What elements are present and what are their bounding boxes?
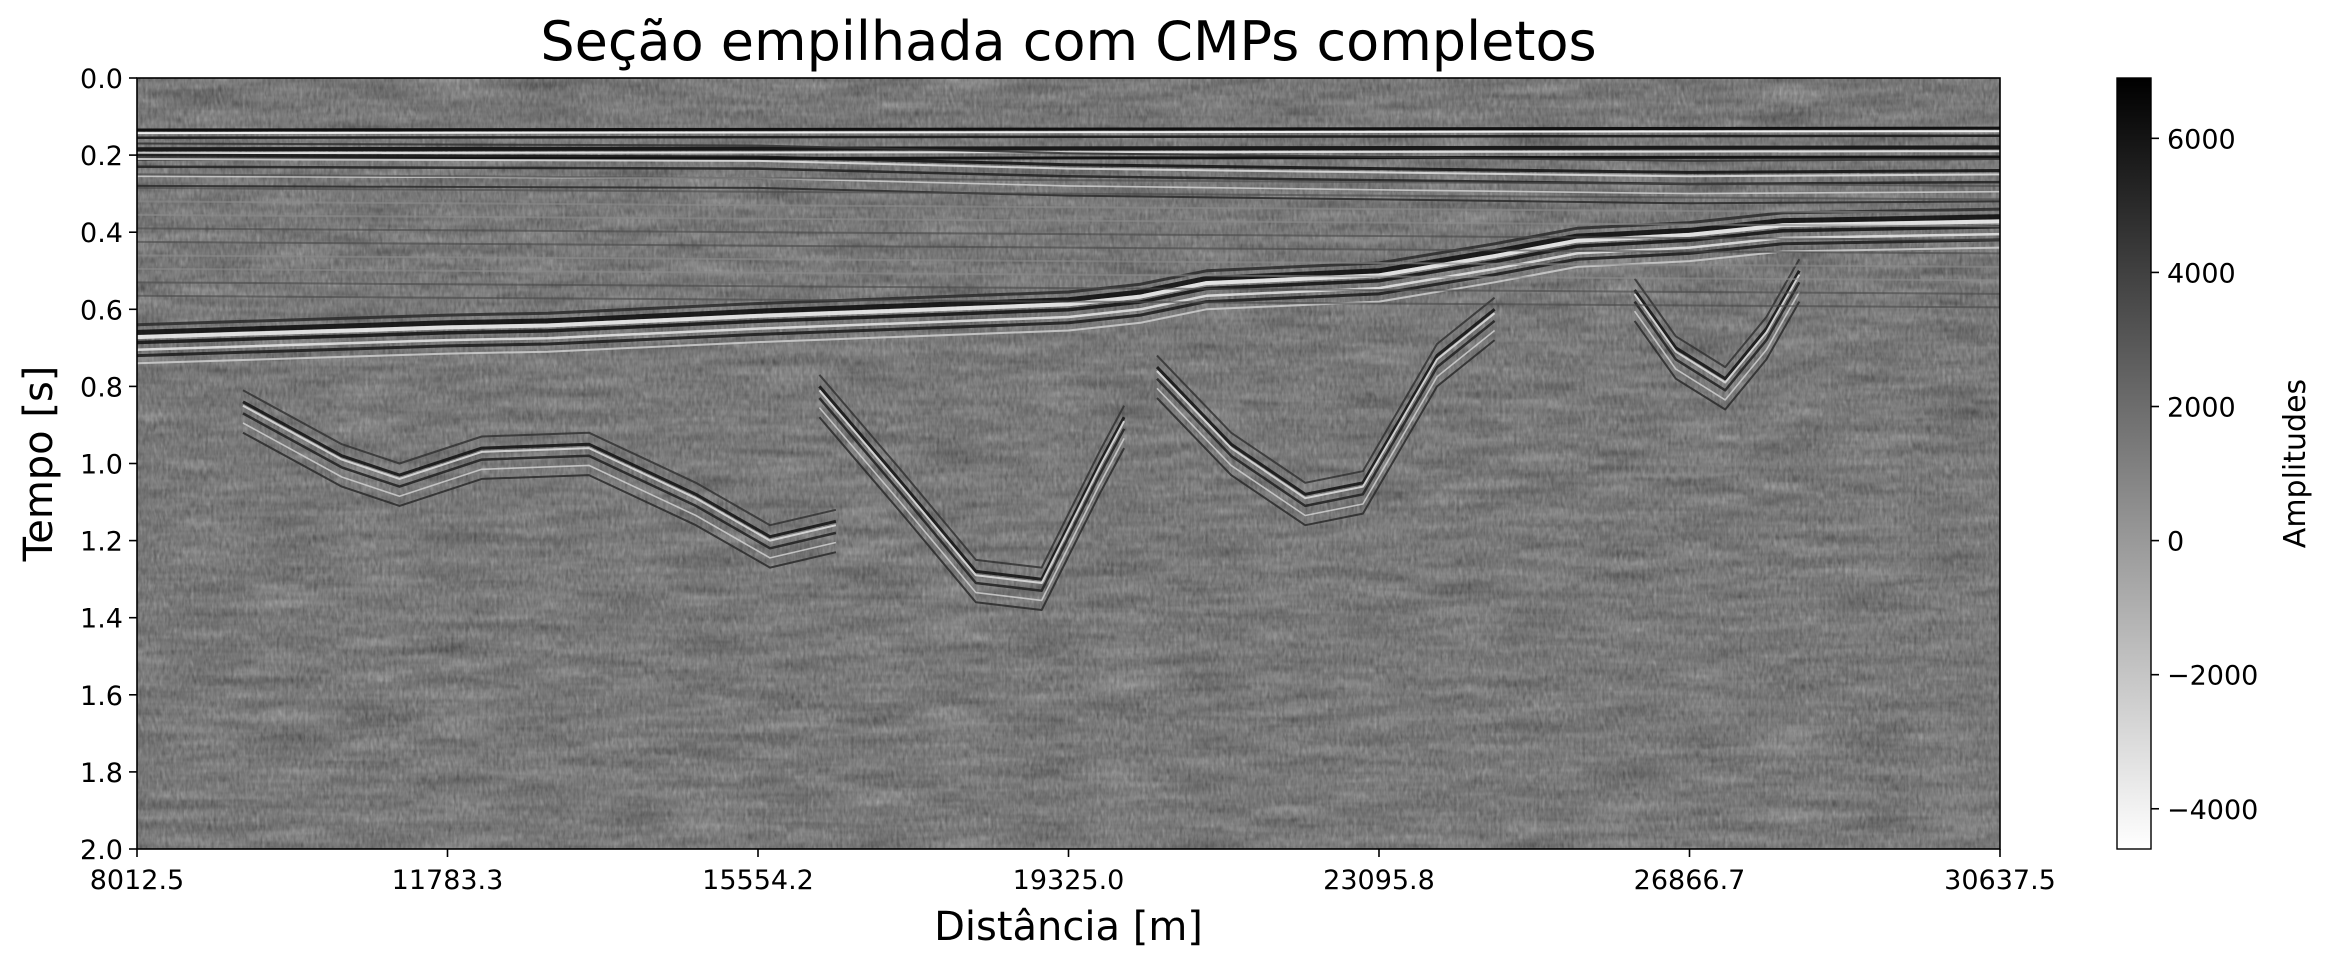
reflector-upper-horizon: [137, 184, 2000, 205]
colorbar-label: Amplitudes: [2278, 379, 2313, 548]
x-tick-label: 15554.2: [702, 865, 814, 896]
y-tick-label: 0.0: [80, 64, 123, 95]
reflector-basin-2-base: [818, 385, 1126, 581]
sediment-band: [137, 294, 2000, 309]
reflector-basin-1-base: [242, 389, 837, 527]
reflector-basin-1-base: [242, 404, 837, 542]
reflector-basin-3-base: [1156, 329, 1496, 517]
reflector-basin-2-base: [818, 397, 1126, 592]
reflector-basin-1-base: [242, 412, 837, 550]
x-tick-label: 23095.8: [1323, 865, 1435, 896]
reflector-strong-horizon: [137, 232, 2000, 352]
sediment-band: [137, 200, 2000, 214]
sediment-band: [137, 173, 2000, 187]
seafloor-reflector: [137, 126, 2000, 132]
seismic-image: [137, 78, 2000, 849]
reflector-upper-horizon: [137, 142, 2000, 162]
reflector-upper-horizon: [137, 158, 2000, 178]
y-tick-label: 1.8: [80, 758, 123, 789]
colorbar-tick-label: 6000: [2167, 124, 2236, 155]
reflector-basin-3-base: [1155, 308, 1496, 496]
colorbar-tick-label: 0: [2167, 527, 2184, 558]
reflector-basin-2-base: [818, 416, 1125, 611]
reflector-strong-horizon: [137, 219, 2000, 340]
sediment-band: [137, 281, 2000, 295]
seafloor-reflector: [137, 134, 2000, 140]
reflector-basin-1-base: [242, 422, 837, 559]
reflector-basin-2-base: [818, 407, 1125, 602]
colorbar-tick-label: −4000: [2167, 795, 2258, 826]
reflector-upper-horizon: [137, 153, 2000, 174]
reflector-basin-3-base: [1156, 319, 1496, 508]
x-axis: 8012.5 11783.3 15554.2 19325.0 23095.8 26866.…: [90, 849, 2056, 896]
colorbar-tick-label: 2000: [2167, 393, 2236, 424]
y-tick-label: 2.0: [80, 835, 123, 866]
reflector-basin-3-base: [1156, 312, 1496, 500]
reflector-basin-2-base: [818, 389, 1125, 584]
x-tick-label: 26866.7: [1634, 865, 1746, 896]
sediment-band: [137, 240, 2000, 255]
x-tick-label: 19325.0: [1013, 865, 1125, 896]
reflector-basin-1-base: [242, 400, 837, 539]
sediment-band: [137, 254, 2000, 268]
reflector-strong-horizon: [137, 246, 2000, 365]
reflector-basin-2-base: [818, 374, 1125, 569]
chart-title: Seção empilhada com CMPs completos: [540, 10, 1596, 73]
sediment-band: [137, 186, 2000, 201]
y-tick-label: 1.0: [80, 450, 123, 481]
x-tick-label: 30637.5: [1944, 865, 2056, 896]
reflector-layer: [137, 126, 2000, 611]
sediment-band: [137, 227, 2000, 241]
reflector-basin-4-base: [1633, 301, 1801, 411]
seafloor-reflector: [137, 130, 2000, 135]
colorbar-gradient: [2116, 77, 2152, 850]
colorbar: 6000 4000 2000 0 −2000 −4000 Amplitudes: [2116, 77, 2313, 850]
x-axis-label: Distância [m]: [934, 904, 1203, 950]
reflector-basin-4-base: [1633, 270, 1801, 381]
x-tick-label: 8012.5: [90, 865, 184, 896]
seafloor-reflector: [137, 155, 2000, 161]
y-tick-label: 0.6: [80, 295, 123, 326]
y-tick-label: 1.6: [80, 681, 123, 712]
colorbar-ticks: 6000 4000 2000 0 −2000 −4000: [2151, 124, 2258, 826]
y-axis: 0.0 0.2 0.4 0.6 0.8 1.0 1.2 1.4 1.6 1.8 2.0: [80, 64, 137, 866]
y-tick-label: 0.4: [80, 218, 123, 249]
reflector-basin-3-base: [1156, 339, 1496, 527]
reflector-strong-horizon: [137, 214, 2000, 335]
colorbar-tick-label: 4000: [2167, 258, 2236, 289]
y-tick-label: 1.4: [80, 604, 123, 635]
colorbar-tick-label: −2000: [2167, 661, 2258, 692]
reflector-basin-4-base: [1633, 274, 1801, 384]
reflector-basin-4-base: [1633, 258, 1801, 369]
y-tick-label: 0.8: [80, 372, 123, 403]
y-tick-label: 1.2: [80, 527, 123, 558]
y-tick-label: 0.2: [80, 141, 123, 172]
reflector-basin-3-base: [1156, 296, 1496, 484]
reflector-basin-1-base: [242, 431, 837, 569]
reflector-strong-horizon: [137, 207, 2000, 327]
reflector-basin-4-base: [1633, 281, 1801, 392]
seafloor-reflector: [137, 145, 2000, 152]
sediment-band: [137, 267, 2000, 282]
reflector-basin-4-base: [1633, 291, 1800, 401]
x-tick-label: 11783.3: [392, 865, 504, 896]
y-axis-label: Tempo [s]: [16, 366, 62, 563]
sediment-band: [137, 213, 2000, 228]
